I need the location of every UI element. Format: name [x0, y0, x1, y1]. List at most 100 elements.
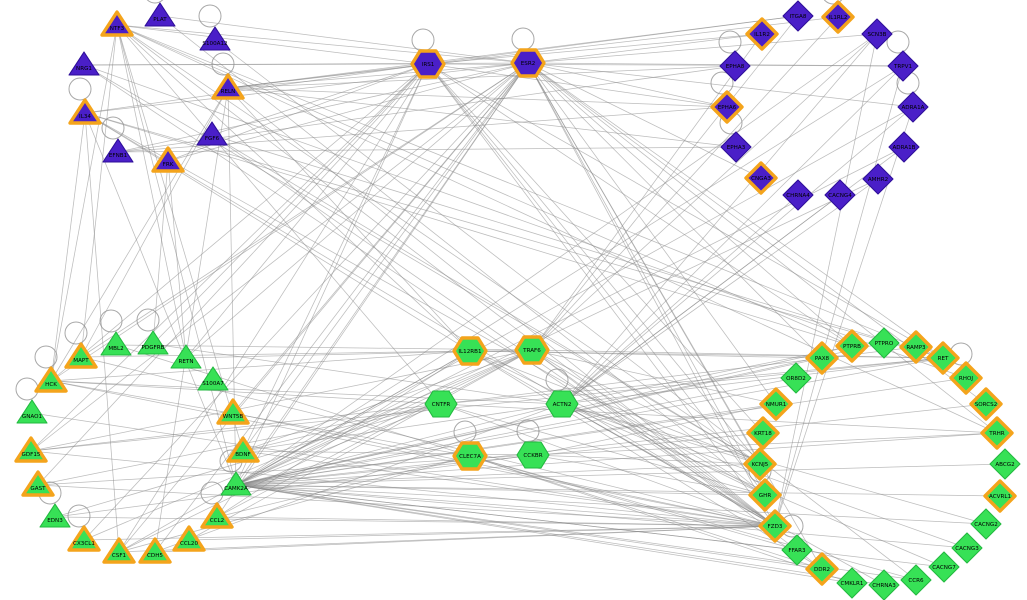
node-CACNG2[interactable]: CACNG2 [970, 508, 1002, 540]
node-shape-CACNG4[interactable] [824, 179, 856, 211]
node-TRAF6[interactable]: TRAF6 [514, 335, 550, 365]
node-shape-WNT5B[interactable] [216, 398, 250, 425]
node-shape-OR8D2[interactable] [780, 362, 812, 394]
node-shape-CSF1[interactable] [102, 537, 136, 564]
node-shape-CCKBR[interactable] [516, 441, 550, 469]
node-IL12RB1[interactable]: IL12RB1 [452, 336, 488, 366]
node-shape-EPHA8[interactable] [719, 50, 751, 82]
node-IRS1[interactable]: IRS1 [410, 49, 446, 79]
node-shape-FRK[interactable] [151, 146, 185, 173]
node-shape-TRAF6[interactable] [514, 335, 550, 365]
node-GHR[interactable]: GHR [748, 478, 782, 512]
node-shape-RHOJ[interactable] [949, 361, 983, 395]
node-shape-TRPV1[interactable] [887, 50, 919, 82]
node-shape-CACNG2[interactable] [970, 508, 1002, 540]
node-AMHR2[interactable]: AMHR2 [862, 163, 894, 195]
node-CSF1[interactable]: CSF1 [102, 537, 136, 564]
node-CNGA3[interactable]: CNGA3 [744, 161, 778, 195]
node-CCR6[interactable]: CCR6 [900, 564, 932, 596]
node-shape-CNGA3[interactable] [744, 161, 778, 195]
node-SORCS2[interactable]: SORCS2 [969, 387, 1003, 421]
node-shape-IL1RL2[interactable] [821, 0, 855, 34]
node-shape-IL1R2[interactable] [745, 17, 779, 51]
node-CCL2[interactable]: CCL2 [200, 502, 234, 529]
node-ACVRL1[interactable]: ACVRL1 [983, 479, 1017, 513]
node-shape-S100A7[interactable] [197, 366, 229, 391]
node-shape-CAMK2A[interactable] [220, 471, 252, 496]
node-shape-NRG1[interactable] [68, 51, 100, 76]
node-NMUR1[interactable]: NMUR1 [759, 387, 793, 421]
node-shape-CHRNA4[interactable] [782, 179, 814, 211]
node-shape-CHRNA3[interactable] [868, 569, 900, 600]
node-NRG1[interactable]: NRG1 [68, 51, 100, 76]
node-RHOJ[interactable]: RHOJ [949, 361, 983, 395]
node-shape-EFNB1[interactable] [102, 138, 134, 163]
node-shape-PLAT[interactable] [144, 2, 176, 27]
node-shape-DDR2[interactable] [805, 552, 839, 586]
node-CNTFR[interactable]: CNTFR [424, 390, 458, 418]
node-shape-IL34[interactable] [68, 98, 102, 125]
node-shape-MBL2[interactable] [100, 331, 132, 356]
node-shape-KRT18[interactable] [746, 416, 780, 450]
node-shape-IRS1[interactable] [410, 49, 446, 79]
node-shape-GHR[interactable] [748, 478, 782, 512]
node-shape-TRHR[interactable] [980, 416, 1014, 450]
node-shape-RET[interactable] [926, 341, 960, 375]
node-shape-ADRA1B[interactable] [888, 131, 920, 163]
node-shape-PDGFRB[interactable] [137, 330, 169, 355]
node-PLAT[interactable]: PLAT [144, 2, 176, 27]
node-shape-ACTN2[interactable] [545, 390, 579, 418]
node-shape-NTF3[interactable] [100, 10, 134, 37]
node-shape-CACNG7[interactable] [928, 551, 960, 583]
node-ADRA1A[interactable]: ADRA1A [897, 91, 929, 123]
node-shape-RETN[interactable] [170, 344, 202, 369]
node-shape-PAX8[interactable] [805, 341, 839, 375]
node-shape-ESR2[interactable] [510, 48, 546, 78]
node-EPHA8[interactable]: EPHA8 [719, 50, 751, 82]
node-shape-PTPRO[interactable] [868, 327, 900, 359]
node-CACNG3[interactable]: CACNG3 [951, 532, 983, 564]
node-CX3CL1[interactable]: CX3CL1 [67, 525, 101, 552]
node-GNAO1[interactable]: GNAO1 [16, 399, 48, 424]
node-shape-SCN3B[interactable] [861, 18, 893, 50]
node-GAST[interactable]: GAST [21, 470, 55, 497]
node-shape-ITGA8[interactable] [782, 0, 814, 32]
node-ITGA8[interactable]: ITGA8 [782, 0, 814, 32]
node-TRHR[interactable]: TRHR [980, 416, 1014, 450]
node-shape-AMHR2[interactable] [862, 163, 894, 195]
node-shape-EPHA3[interactable] [720, 131, 752, 163]
node-shape-FFAR3[interactable] [781, 534, 813, 566]
node-shape-CDH5[interactable] [138, 537, 172, 564]
node-shape-NMUR1[interactable] [759, 387, 793, 421]
node-PTPRO[interactable]: PTPRO [868, 327, 900, 359]
node-ADRA1B[interactable]: ADRA1B [888, 131, 920, 163]
node-shape-CACNG3[interactable] [951, 532, 983, 564]
node-shape-FZD3[interactable] [758, 509, 792, 543]
node-shape-RAMP3[interactable] [899, 330, 933, 364]
node-ESR2[interactable]: ESR2 [510, 48, 546, 78]
node-shape-EPHA6[interactable] [710, 90, 744, 124]
node-MAPT[interactable]: MAPT [64, 342, 98, 369]
node-HCK[interactable]: HCK [34, 366, 68, 393]
node-IL1RL2[interactable]: IL1RL2 [821, 0, 855, 34]
node-shape-GAST[interactable] [21, 470, 55, 497]
node-shape-CCL20[interactable] [172, 525, 206, 552]
node-shape-HCK[interactable] [34, 366, 68, 393]
node-shape-GNAO1[interactable] [16, 399, 48, 424]
node-shape-CLEC7A[interactable] [452, 441, 488, 471]
node-shape-BDNF[interactable] [226, 436, 260, 463]
node-CLEC7A[interactable]: CLEC7A [452, 441, 488, 471]
node-EPHA3[interactable]: EPHA3 [720, 131, 752, 163]
node-CHRNA3[interactable]: CHRNA3 [868, 569, 900, 600]
node-FZD3[interactable]: FZD3 [758, 509, 792, 543]
node-shape-ADRA1A[interactable] [897, 91, 929, 123]
node-shape-RELN[interactable] [211, 73, 245, 100]
node-ABCG2[interactable]: ABCG2 [989, 448, 1021, 480]
node-CHRNA4[interactable]: CHRNA4 [782, 179, 814, 211]
node-shape-CCL2[interactable] [200, 502, 234, 529]
node-shape-EDN3[interactable] [39, 503, 71, 528]
node-shape-IL12RB1[interactable] [452, 336, 488, 366]
node-shape-SORCS2[interactable] [969, 387, 1003, 421]
node-CACNG7[interactable]: CACNG7 [928, 551, 960, 583]
